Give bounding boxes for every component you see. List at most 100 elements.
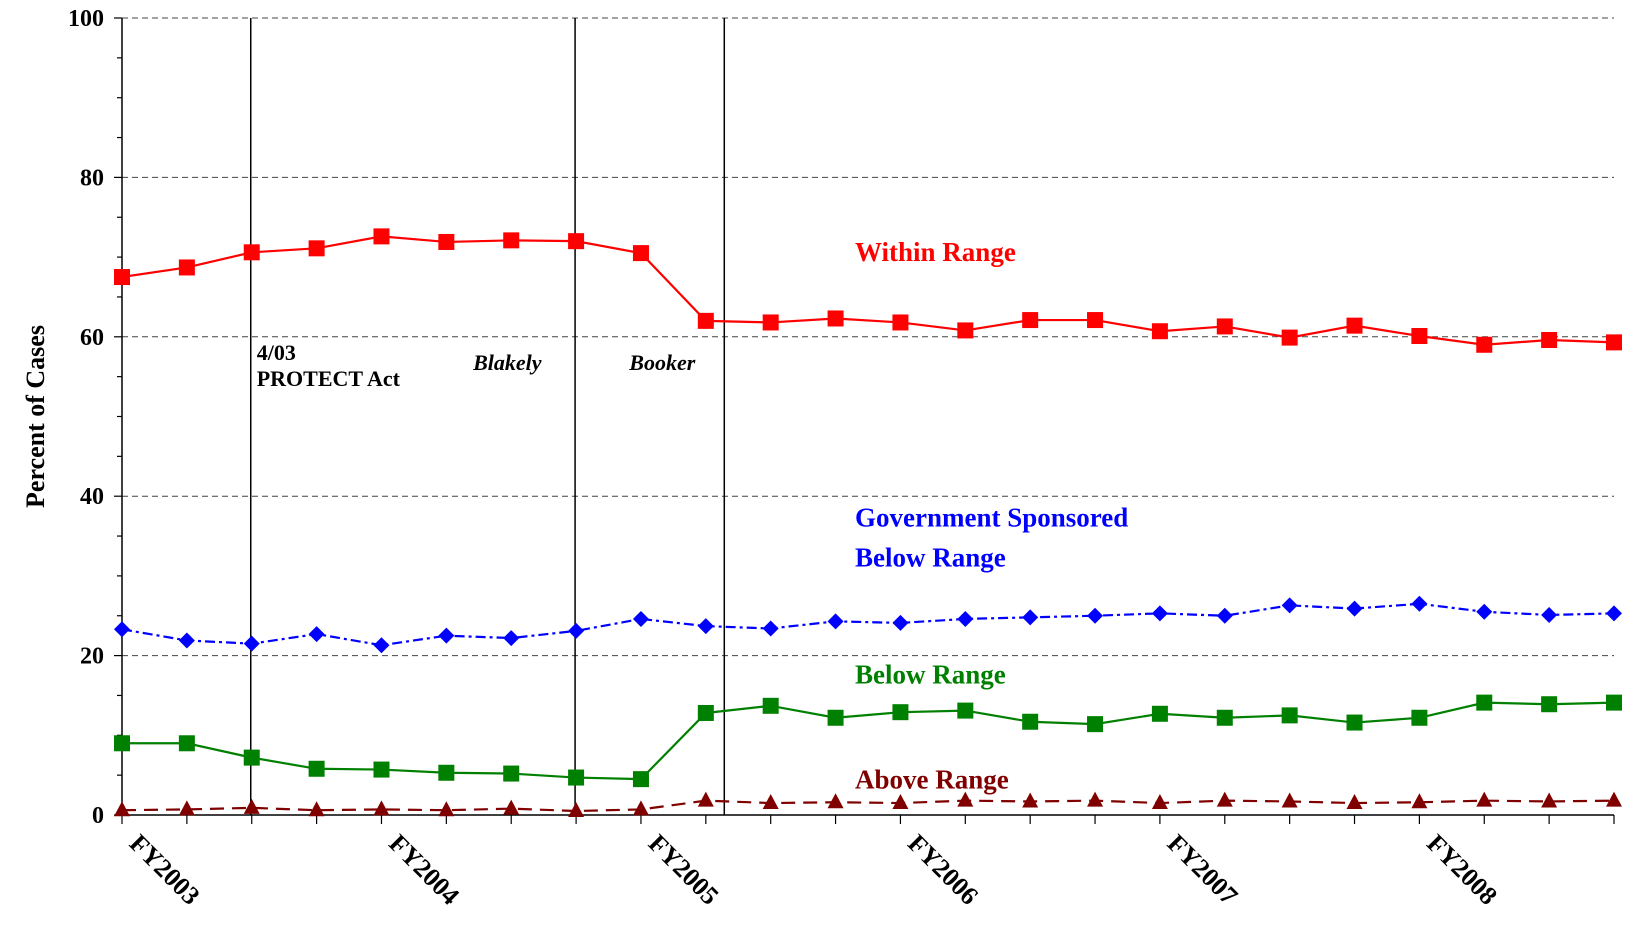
data-point <box>697 618 714 635</box>
data-point <box>1022 713 1039 730</box>
data-point <box>1087 791 1104 807</box>
data-point <box>243 798 260 814</box>
data-point <box>308 760 325 777</box>
data-point <box>1476 603 1493 620</box>
data-point <box>1606 605 1622 622</box>
series-2 <box>114 694 1622 788</box>
data-point <box>1281 707 1298 724</box>
series-1 <box>114 595 1622 654</box>
data-point <box>114 269 130 286</box>
y-tick-label: 20 <box>80 644 104 670</box>
data-point <box>178 800 195 816</box>
data-point <box>503 232 520 249</box>
series-label: Below Range <box>855 542 1006 572</box>
data-point <box>957 610 974 627</box>
data-point <box>1346 317 1363 334</box>
data-point <box>957 702 974 719</box>
data-point <box>957 322 974 339</box>
data-point <box>1411 328 1428 345</box>
y-tick-label: 60 <box>80 325 104 351</box>
y-tick-label: 0 <box>92 803 104 829</box>
data-point <box>1281 597 1298 614</box>
data-point <box>827 310 844 327</box>
label-layer: Within Range Government Sponsored Below Ra… <box>855 237 1128 795</box>
y-tick-label: 100 <box>68 6 104 32</box>
data-point <box>697 312 714 329</box>
x-tick-label: FY2008 <box>1421 829 1503 911</box>
data-point <box>308 626 325 643</box>
series-line <box>121 235 1615 346</box>
data-point <box>243 635 260 652</box>
data-point <box>1606 791 1622 807</box>
data-point <box>827 793 844 809</box>
data-point <box>1346 794 1363 810</box>
data-point <box>568 769 585 786</box>
data-point <box>697 704 714 721</box>
data-point <box>114 735 130 752</box>
data-point <box>1216 791 1233 807</box>
data-point <box>1281 792 1298 808</box>
data-point <box>1476 791 1493 807</box>
data-point <box>1151 794 1168 810</box>
y-axis-label: Percent of Cases <box>21 325 50 508</box>
series-layer <box>114 228 1622 818</box>
x-tick-label: FY2005 <box>643 829 725 911</box>
data-point <box>1411 595 1428 612</box>
data-point <box>438 764 455 781</box>
data-point <box>503 799 520 815</box>
data-point <box>114 621 130 638</box>
data-point <box>243 749 260 766</box>
data-point <box>892 704 909 721</box>
data-point <box>1281 329 1298 346</box>
data-point <box>178 735 195 752</box>
data-point <box>568 802 585 818</box>
data-point <box>697 791 714 807</box>
data-point <box>568 622 585 639</box>
data-point <box>827 613 844 630</box>
data-point <box>243 244 260 261</box>
data-point <box>762 314 779 331</box>
data-point <box>892 314 909 331</box>
data-point <box>1541 331 1558 348</box>
data-point <box>1476 336 1493 353</box>
x-tick-label: FY2003 <box>124 829 206 911</box>
data-point <box>1087 312 1104 329</box>
data-point <box>503 765 520 782</box>
data-point <box>1411 709 1428 726</box>
data-point <box>178 632 195 649</box>
data-point <box>957 791 974 807</box>
event-label: Booker <box>628 350 695 375</box>
event-label: 4/03 <box>257 340 296 365</box>
series-line <box>121 602 1615 647</box>
data-point <box>1411 793 1428 809</box>
series-line <box>122 701 1615 781</box>
data-point <box>1346 714 1363 731</box>
x-tick-label: FY2004 <box>383 829 465 911</box>
data-point <box>762 697 779 714</box>
axis-layer: 0 20 40 60 80 100 FY2003 FY2004 FY2005 FY2006 FY20… <box>21 6 1615 911</box>
data-point <box>762 620 779 637</box>
data-point <box>1606 694 1622 711</box>
data-point <box>373 637 390 654</box>
data-point <box>632 610 649 627</box>
data-point <box>827 709 844 726</box>
series-0 <box>114 228 1622 353</box>
series-label: Within Range <box>855 237 1016 267</box>
data-point <box>568 233 585 250</box>
data-point <box>1216 318 1233 335</box>
series-label: Above Range <box>855 765 1009 795</box>
data-point <box>1022 609 1039 626</box>
data-point <box>373 228 390 245</box>
data-point <box>178 259 195 276</box>
series-label: Government Sponsored <box>855 502 1128 532</box>
data-point <box>1022 792 1039 808</box>
data-point <box>762 794 779 810</box>
data-point <box>1151 605 1168 622</box>
data-point <box>632 771 649 788</box>
data-point <box>438 801 455 817</box>
data-point <box>503 630 520 647</box>
data-point <box>373 800 390 816</box>
event-label: PROTECT Act <box>257 366 401 391</box>
